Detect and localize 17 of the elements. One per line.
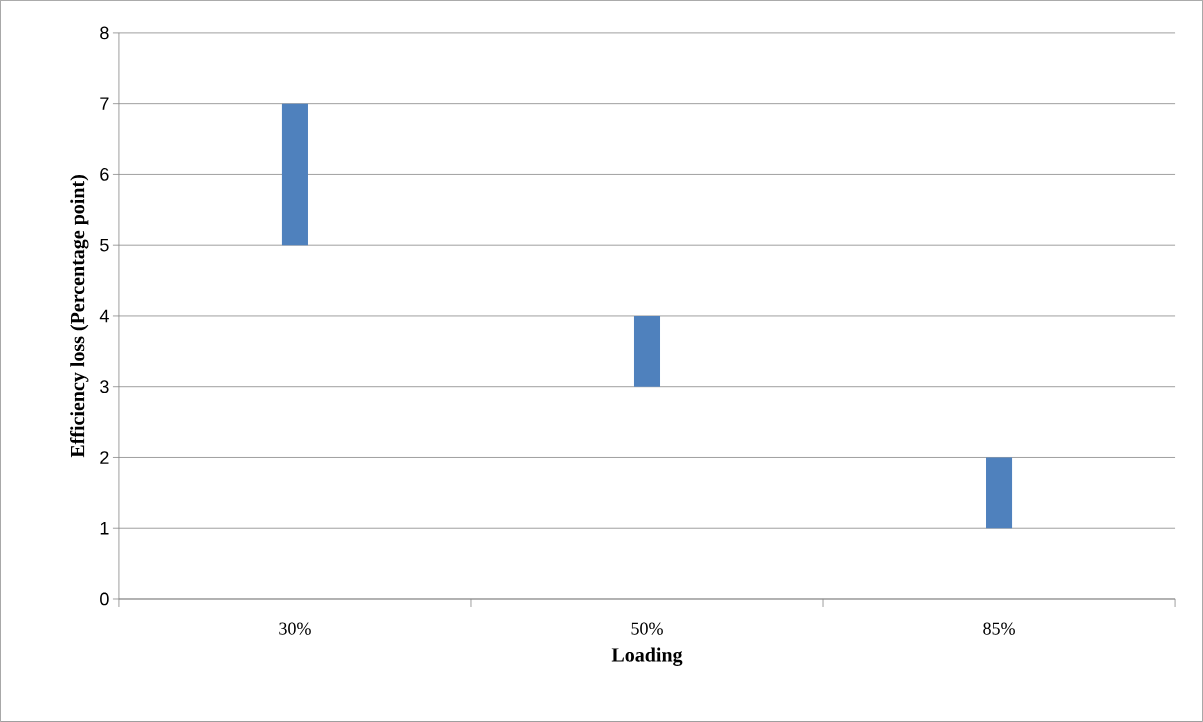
x-tick-label: 85%: [983, 622, 1015, 635]
bar: [281, 103, 308, 246]
y-tick-label: 1: [100, 522, 109, 535]
y-axis-title: Efficiency loss (Percentage point): [70, 175, 89, 458]
y-tick-label: 3: [100, 380, 109, 394]
bar: [633, 315, 661, 387]
y-tick-label: 6: [100, 168, 109, 181]
x-axis-title: Loading: [611, 647, 683, 666]
y-tick-label: 0: [100, 592, 109, 606]
bar: [986, 457, 1013, 529]
y-tick-label: 2: [100, 451, 109, 464]
y-tick-label: 4: [99, 309, 109, 323]
y-tick-label: 7: [100, 97, 109, 110]
x-tick-label: 30%: [279, 622, 311, 635]
x-tick-label: 50%: [631, 622, 663, 635]
y-tick-label: 8: [100, 26, 109, 40]
y-tick-label: 5: [100, 238, 109, 252]
